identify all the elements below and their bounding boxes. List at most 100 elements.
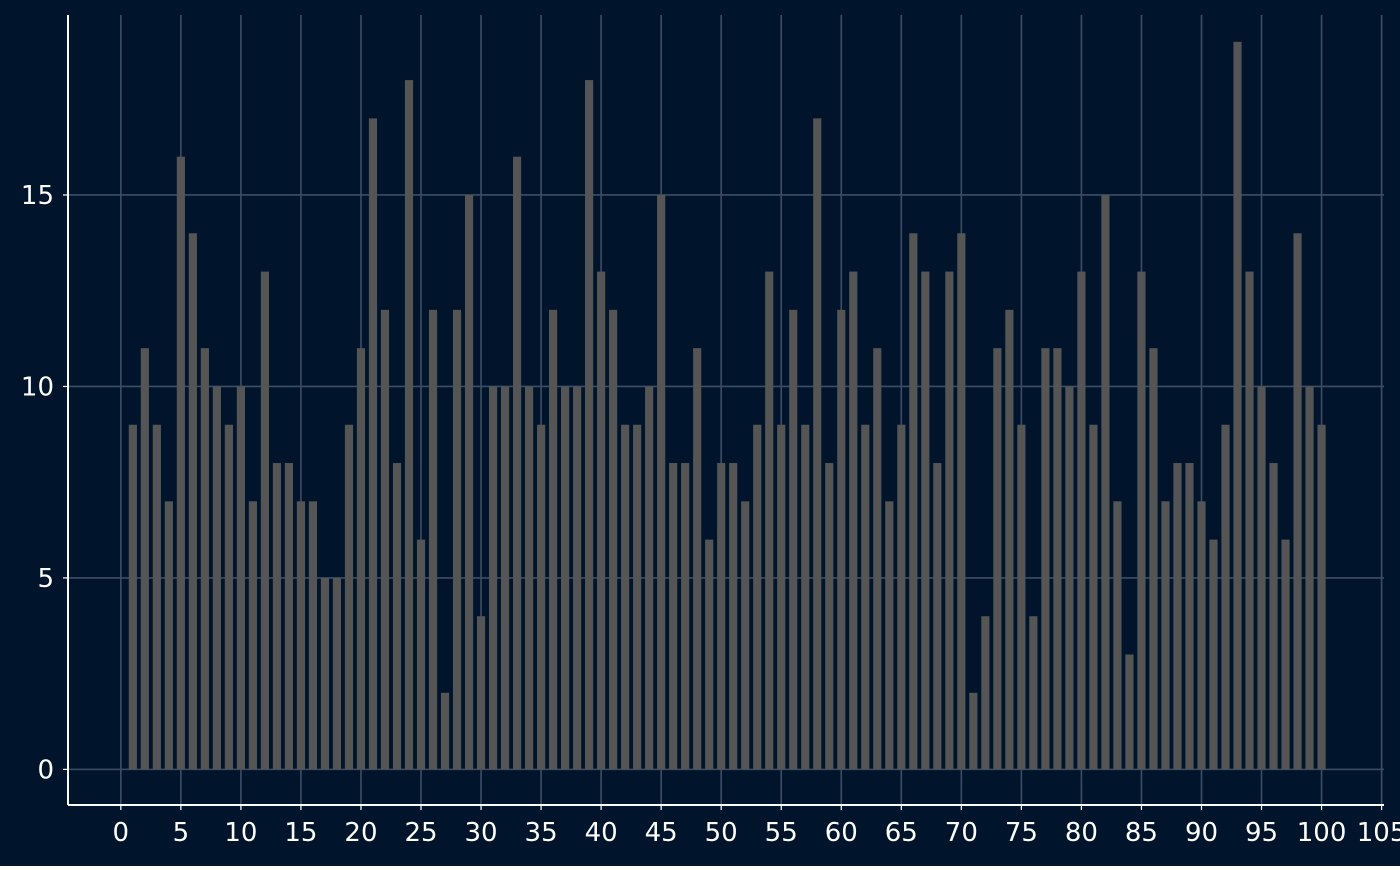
bar [212, 386, 221, 770]
bar [573, 386, 582, 770]
bar [428, 309, 438, 770]
bar [945, 271, 954, 770]
bar [549, 309, 558, 770]
bar [1149, 348, 1158, 770]
x-tick-label: 55 [765, 818, 798, 848]
bar [681, 463, 690, 770]
bar [585, 80, 594, 770]
bar [224, 424, 233, 770]
x-tick-label: 65 [885, 818, 918, 848]
bar [1269, 463, 1278, 770]
bar [1161, 501, 1170, 770]
bar [296, 501, 306, 770]
bar [789, 309, 798, 770]
bar [561, 386, 570, 770]
bar [1029, 616, 1038, 770]
bar [332, 577, 342, 770]
bar [597, 271, 606, 770]
bar [633, 424, 642, 770]
bar [849, 271, 858, 770]
bar [404, 80, 414, 770]
bar [272, 463, 281, 770]
x-tick-label: 85 [1125, 818, 1158, 848]
bar [993, 348, 1002, 770]
bar [873, 348, 882, 770]
x-tick-label: 60 [825, 818, 858, 848]
x-tick-labels: 0 5 10 15 20 25 30 35 40 45 50 55 60 65 70 75 80 85 90 95 10… [113, 818, 1400, 848]
bar [440, 692, 450, 770]
bar [669, 463, 678, 770]
bar [380, 309, 390, 770]
bar [452, 309, 462, 770]
bar [1281, 539, 1290, 770]
bar [248, 501, 257, 770]
bar [464, 194, 474, 770]
bar [260, 271, 269, 770]
x-tick-label: 10 [224, 818, 257, 848]
bar [969, 692, 978, 770]
bar [1317, 424, 1326, 770]
bar [176, 156, 185, 770]
bar [512, 156, 522, 770]
bar [1293, 233, 1302, 770]
bar [909, 233, 918, 770]
bar [645, 386, 654, 770]
x-tick-label: 100 [1297, 818, 1347, 848]
x-tick-label: 95 [1245, 818, 1278, 848]
bar [236, 386, 245, 770]
bar [957, 233, 966, 770]
bar [1017, 424, 1026, 770]
bar [777, 424, 786, 770]
y-tick-label: 10 [21, 372, 54, 402]
bar [921, 271, 930, 770]
bar [164, 501, 173, 770]
bar [1197, 501, 1206, 770]
x-tick-label: 70 [945, 818, 978, 848]
x-tick-label: 30 [465, 818, 498, 848]
x-tick-label: 20 [344, 818, 377, 848]
bar [1077, 271, 1086, 770]
bar [1053, 348, 1062, 770]
bar [476, 616, 486, 770]
bar [152, 424, 161, 770]
bar [933, 463, 942, 770]
bar [609, 309, 618, 770]
bar [765, 271, 774, 770]
bar [525, 386, 534, 770]
bar [1185, 463, 1194, 770]
y-tick-label: 5 [37, 564, 54, 594]
bar [837, 309, 846, 770]
y-tick-labels: 0 5 10 15 [21, 181, 54, 785]
bar [1233, 41, 1242, 770]
y-tick-label: 15 [21, 181, 54, 211]
bar [1257, 386, 1266, 770]
x-tick-label: 25 [404, 818, 437, 848]
x-tick-label: 50 [705, 818, 738, 848]
bar [1113, 501, 1122, 770]
bar [981, 616, 990, 770]
bar [500, 386, 510, 770]
bar [140, 348, 149, 770]
bar [753, 424, 762, 770]
bar [188, 233, 197, 770]
bar [1005, 309, 1014, 770]
x-tick-label: 80 [1065, 818, 1098, 848]
bar [1209, 539, 1218, 770]
x-tick-label: 40 [585, 818, 618, 848]
bar [1305, 386, 1314, 770]
bar [488, 386, 498, 770]
bar [1101, 194, 1110, 770]
bar [705, 539, 714, 770]
bar [356, 348, 366, 770]
x-tick-label: 45 [645, 818, 678, 848]
x-tick-label: 75 [1005, 818, 1038, 848]
bar [320, 577, 330, 770]
bar [657, 194, 666, 770]
x-tick-label: 0 [113, 818, 130, 848]
x-tick-label: 105 [1357, 818, 1400, 848]
bar [284, 463, 294, 770]
x-tick-label: 90 [1185, 818, 1218, 848]
bar [885, 501, 894, 770]
bar [717, 463, 726, 770]
